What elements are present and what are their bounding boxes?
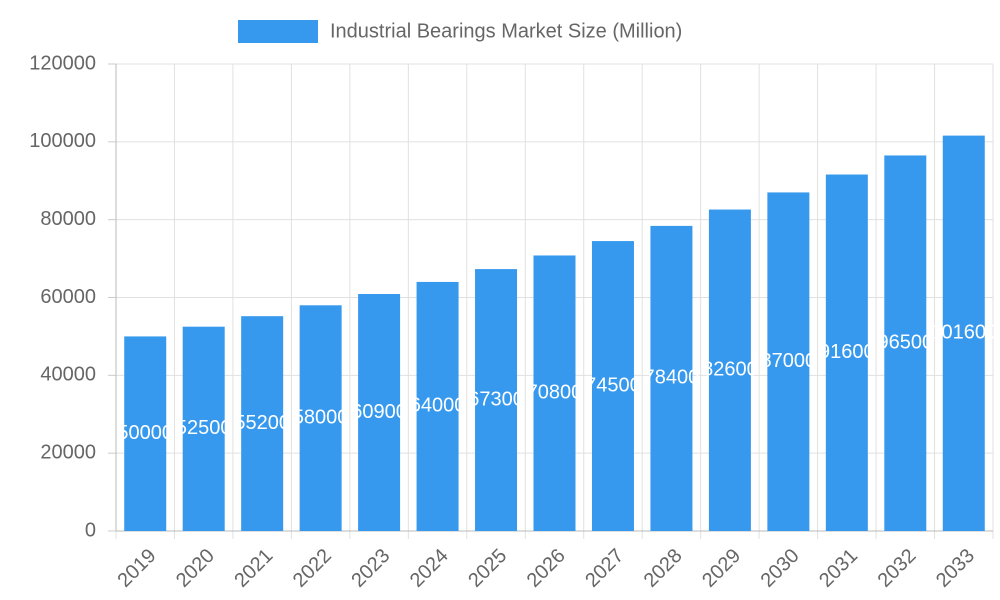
data-label: 82600	[702, 359, 758, 381]
bar	[650, 225, 693, 532]
x-tick-label: 2032	[874, 545, 921, 592]
x-tick-label: 2025	[464, 545, 511, 592]
bar	[182, 326, 225, 531]
data-label: 50000	[117, 422, 173, 444]
data-label: 74500	[585, 374, 641, 396]
data-label: 67300	[468, 388, 524, 410]
y-tick-label: 60000	[40, 286, 96, 308]
data-label: 55200	[234, 412, 290, 434]
legend-label: Industrial Bearings Market Size (Million…	[330, 20, 682, 42]
bar	[533, 255, 576, 531]
bar	[358, 293, 401, 531]
data-label: 78400	[644, 367, 700, 389]
bar	[241, 316, 284, 531]
data-label: 60900	[351, 401, 407, 423]
bar	[884, 155, 927, 531]
x-tick-label: 2023	[347, 545, 394, 592]
bar	[942, 135, 985, 531]
y-tick-label: 100000	[29, 130, 96, 152]
bar	[299, 305, 342, 531]
data-label: 91600	[819, 341, 875, 363]
data-label: 101600	[930, 322, 997, 344]
data-label: 87000	[761, 350, 817, 372]
legend-swatch	[238, 20, 318, 43]
x-tick-label: 2024	[406, 545, 453, 592]
data-label: 64000	[410, 395, 466, 417]
x-tick-label: 2026	[523, 545, 570, 592]
bar	[708, 209, 751, 531]
bar	[124, 336, 167, 531]
x-tick-label: 2033	[932, 545, 979, 592]
y-tick-label: 0	[85, 519, 96, 541]
x-tick-label: 2020	[172, 545, 219, 592]
bar	[825, 174, 868, 532]
x-tick-label: 2022	[289, 545, 336, 592]
data-label: 70800	[527, 382, 583, 404]
bar	[416, 281, 459, 531]
bar	[475, 269, 518, 531]
y-tick-label: 80000	[40, 208, 96, 230]
x-tick-label: 2031	[815, 545, 862, 592]
data-label: 58000	[293, 406, 349, 428]
y-tick-label: 20000	[40, 441, 96, 463]
bar	[767, 192, 810, 532]
x-tick-label: 2030	[757, 545, 804, 592]
x-tick-label: 2021	[230, 545, 277, 592]
data-label: 96500	[877, 332, 933, 354]
x-tick-label: 2027	[581, 545, 628, 592]
y-tick-label: 120000	[29, 52, 96, 74]
data-label: 52500	[176, 417, 232, 439]
x-tick-label: 2029	[698, 545, 745, 592]
x-tick-label: 2019	[113, 545, 160, 592]
y-tick-label: 40000	[40, 364, 96, 386]
x-tick-label: 2028	[640, 545, 687, 592]
bar	[591, 241, 634, 531]
